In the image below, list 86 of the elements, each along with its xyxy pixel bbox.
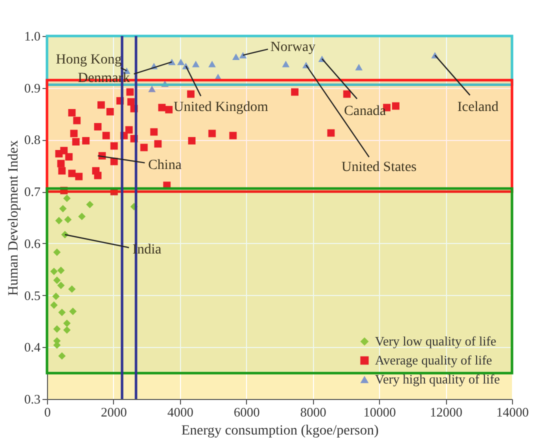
point bbox=[187, 90, 195, 98]
point bbox=[64, 216, 72, 224]
x-tick-label: 4000 bbox=[167, 404, 194, 420]
point bbox=[148, 86, 156, 92]
point bbox=[63, 326, 71, 334]
point bbox=[58, 352, 66, 360]
y-tick-label: 0.3 bbox=[24, 392, 40, 406]
point bbox=[106, 108, 114, 116]
x-tick-label: 0 bbox=[44, 404, 51, 420]
point bbox=[232, 54, 240, 60]
y-tick-label: 0.8 bbox=[24, 132, 40, 148]
point bbox=[53, 276, 61, 284]
y-tick-label: 0.5 bbox=[24, 288, 40, 303]
legend-label: Very high quality of life bbox=[375, 372, 500, 386]
point bbox=[127, 98, 135, 106]
point bbox=[55, 216, 63, 224]
legend-label: Very low quality of life bbox=[375, 334, 497, 348]
point bbox=[70, 130, 78, 138]
point bbox=[57, 160, 65, 168]
annotation: Iceland bbox=[457, 100, 499, 116]
point bbox=[60, 186, 68, 194]
point bbox=[208, 60, 216, 68]
point bbox=[59, 204, 67, 212]
point bbox=[75, 172, 83, 180]
point bbox=[161, 80, 169, 87]
x-tick-label: 6000 bbox=[234, 404, 260, 420]
point bbox=[150, 128, 158, 136]
point bbox=[78, 212, 86, 220]
y-axis-title: Human Development Index bbox=[6, 140, 22, 296]
point bbox=[58, 308, 66, 316]
point bbox=[177, 58, 185, 66]
x-tick-label: 12000 bbox=[430, 404, 462, 420]
x-tick-label: 8000 bbox=[300, 404, 326, 420]
point bbox=[97, 101, 105, 109]
point bbox=[208, 130, 216, 138]
x-tick-label: 10000 bbox=[363, 404, 396, 420]
point bbox=[68, 170, 76, 178]
point bbox=[188, 137, 196, 144]
point bbox=[154, 140, 162, 148]
point bbox=[65, 153, 73, 161]
x-tick-label: 14000 bbox=[496, 404, 529, 420]
point bbox=[158, 104, 166, 112]
y-tick-label: 0.9 bbox=[24, 80, 40, 96]
point bbox=[110, 142, 118, 150]
point bbox=[72, 138, 80, 146]
point bbox=[86, 200, 94, 208]
point bbox=[229, 132, 237, 140]
point bbox=[68, 109, 76, 116]
point bbox=[53, 248, 61, 256]
point bbox=[94, 123, 102, 130]
point bbox=[50, 268, 58, 276]
annotation: China bbox=[148, 158, 182, 173]
annotation: Canada bbox=[344, 104, 387, 119]
point bbox=[282, 60, 290, 68]
point bbox=[52, 292, 60, 300]
annotation: United States bbox=[342, 160, 417, 176]
x-tick-label: 2000 bbox=[100, 404, 127, 420]
point bbox=[239, 52, 247, 58]
point bbox=[82, 137, 90, 144]
point bbox=[165, 106, 173, 114]
annotation: Norway bbox=[270, 40, 316, 56]
point bbox=[63, 194, 71, 202]
point bbox=[73, 116, 81, 124]
point bbox=[63, 320, 71, 327]
point bbox=[57, 282, 65, 290]
point bbox=[58, 167, 66, 175]
point bbox=[68, 285, 76, 293]
point bbox=[192, 60, 200, 68]
y-tick-label: 0.4 bbox=[24, 340, 41, 355]
y-tick-label: 1.0 bbox=[24, 28, 40, 44]
x-axis-title: Energy consumption (kgoe/person) bbox=[181, 424, 379, 438]
point bbox=[102, 132, 110, 140]
point bbox=[69, 308, 77, 316]
y-tick-label: 0.7 bbox=[24, 184, 41, 200]
point bbox=[355, 64, 363, 70]
point bbox=[57, 266, 65, 274]
point bbox=[50, 301, 58, 309]
y-tick-label: 0.6 bbox=[24, 236, 41, 251]
point bbox=[343, 90, 351, 98]
point bbox=[94, 172, 102, 180]
point bbox=[392, 102, 400, 110]
point bbox=[291, 88, 298, 96]
point bbox=[55, 150, 63, 158]
legend-label: Average quality of life bbox=[375, 352, 492, 368]
point bbox=[53, 325, 61, 333]
annotation: United Kingdom bbox=[174, 100, 268, 116]
